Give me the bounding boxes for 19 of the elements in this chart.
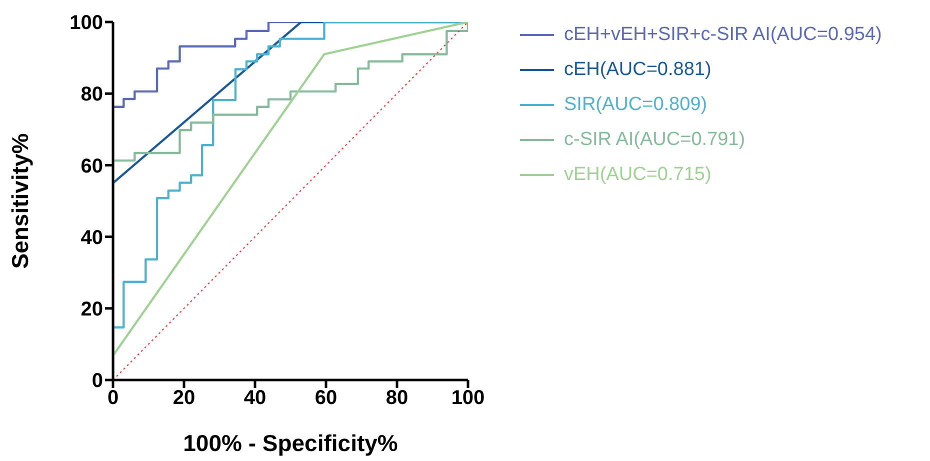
x-tick-label: 80 xyxy=(386,387,408,410)
x-tick-label: 60 xyxy=(314,387,338,410)
y-axis-title: Sensitivity% xyxy=(7,133,34,269)
x-tick-label: 40 xyxy=(244,387,266,410)
legend-label: vEH(AUC=0.715) xyxy=(564,164,712,186)
legend-label: cEH(AUC=0.881) xyxy=(564,58,712,80)
legend-label: c-SIR AI(AUC=0.791) xyxy=(564,128,746,150)
x-tick-label: 0 xyxy=(107,387,119,410)
y-tick-label: 20 xyxy=(80,298,103,320)
x-axis-title: 100% - Specificity% xyxy=(183,430,398,456)
legend-label: cEH+vEH+SIR+c-SIR AI(AUC=0.954) xyxy=(564,24,882,46)
y-tick-label: 0 xyxy=(92,370,103,392)
legend-label: SIR(AUC=0.809) xyxy=(564,94,708,116)
y-tick-label: 80 xyxy=(80,84,103,106)
y-tick-label: 60 xyxy=(80,155,103,178)
y-tick-label: 100 xyxy=(70,12,103,34)
x-tick-label: 100 xyxy=(451,387,485,410)
y-tick-label: 40 xyxy=(80,226,103,249)
x-tick-label: 20 xyxy=(172,387,196,410)
